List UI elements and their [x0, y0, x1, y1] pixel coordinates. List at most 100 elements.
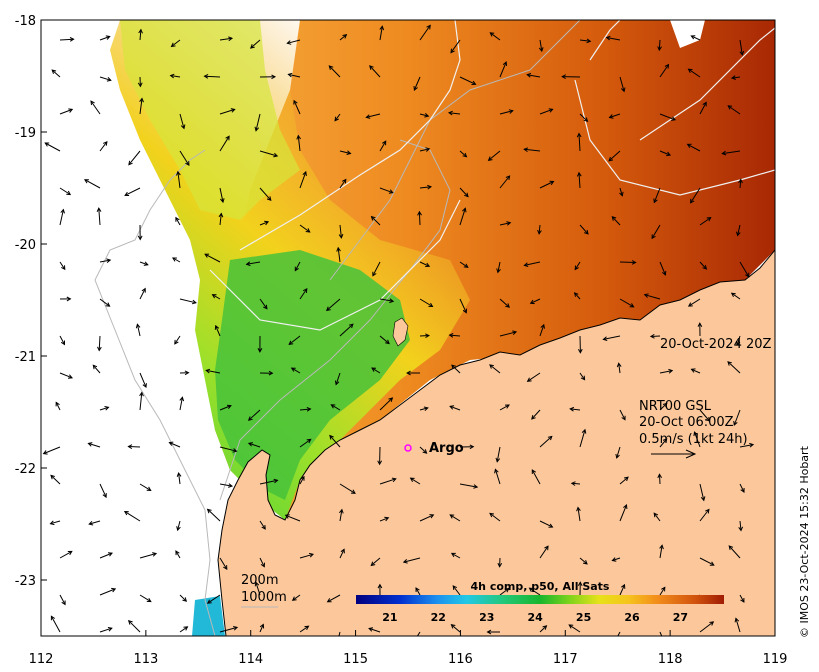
current-vector	[379, 140, 387, 152]
current-vector	[288, 73, 301, 78]
current-vector	[579, 557, 588, 565]
current-vector-head	[330, 404, 336, 409]
current-vector	[539, 39, 543, 52]
current-vector-head	[368, 627, 374, 632]
current-vector	[246, 261, 261, 265]
current-vector-head	[687, 302, 693, 307]
current-vector	[59, 335, 65, 345]
current-vector-head	[653, 198, 658, 204]
current-vector-head	[668, 368, 674, 374]
current-vector	[299, 553, 314, 559]
current-vector	[98, 208, 101, 226]
current-vector	[51, 69, 61, 78]
current-vector-head	[260, 562, 265, 568]
current-vector-head	[506, 221, 512, 226]
current-vector	[494, 469, 501, 485]
current-vector-head	[225, 135, 230, 141]
current-vector-head	[185, 161, 190, 166]
current-vector-head	[377, 460, 383, 466]
current-vector	[335, 372, 341, 385]
y-tick-label: -22	[15, 462, 36, 477]
current-vector	[619, 298, 634, 308]
current-vector-head	[87, 442, 93, 447]
current-vector-head	[61, 265, 66, 271]
current-vector-head	[377, 583, 383, 589]
current-vector-head	[730, 292, 736, 298]
current-vector	[416, 631, 421, 636]
current-vector-head	[168, 441, 174, 446]
current-vector-head	[266, 196, 272, 201]
x-tick-label: 119	[763, 652, 788, 667]
current-vector	[207, 508, 221, 522]
current-vector	[248, 442, 261, 448]
current-vector	[59, 550, 73, 559]
current-vector-head	[462, 207, 467, 213]
current-vector	[369, 65, 381, 78]
current-vector	[451, 552, 461, 559]
current-vector	[539, 520, 553, 528]
current-vector	[539, 324, 545, 337]
current-vector-head	[427, 184, 433, 190]
current-vector	[488, 150, 501, 161]
current-vector	[88, 442, 101, 448]
current-vector-head	[288, 340, 294, 346]
current-vector-head	[232, 448, 238, 453]
current-vector-head	[146, 597, 152, 603]
x-axis: 112 113 114 115 116 117 118 119	[29, 630, 788, 667]
current-vector-head	[92, 364, 98, 370]
current-vector	[609, 113, 621, 118]
current-product-line2: 20-Oct 06:00Z	[639, 415, 734, 430]
current-vector	[619, 504, 627, 522]
current-vector-head	[687, 68, 693, 74]
current-vector-head	[388, 397, 394, 403]
current-vector-head	[372, 271, 377, 277]
current-vector-head	[727, 361, 732, 366]
current-vector-head	[44, 142, 50, 147]
current-vector-head	[308, 552, 314, 558]
current-vector	[699, 102, 707, 115]
current-vector	[366, 113, 381, 118]
current-vector-head	[104, 406, 110, 411]
current-vector-head	[473, 484, 479, 489]
current-vector	[419, 261, 430, 267]
current-vector	[644, 294, 661, 300]
current-vector	[539, 625, 547, 633]
sst-yellow-band	[120, 20, 300, 220]
current-vector	[650, 335, 661, 337]
current-vector	[299, 408, 311, 411]
current-vector	[659, 64, 669, 78]
current-vector-head	[264, 220, 270, 226]
current-vector-head	[106, 77, 112, 82]
current-vector-head	[702, 101, 707, 107]
current-vector	[334, 113, 341, 121]
current-vector-head	[174, 339, 179, 345]
current-vector-head	[529, 299, 535, 305]
current-vector-head	[50, 474, 55, 480]
current-vector	[99, 141, 108, 152]
current-vector-head	[370, 561, 376, 567]
current-vector	[136, 324, 141, 337]
current-vector-head	[182, 597, 188, 602]
current-vector-head	[471, 80, 477, 85]
current-vector	[499, 110, 513, 115]
current-vector	[92, 364, 101, 374]
current-vector-head	[424, 113, 430, 118]
current-vector-head	[577, 348, 583, 354]
current-vector	[299, 171, 307, 189]
current-vector	[219, 446, 237, 452]
current-vector	[616, 446, 621, 459]
current-vector	[297, 135, 301, 152]
current-vector	[499, 61, 507, 78]
current-vector	[179, 150, 190, 166]
current-vector	[174, 335, 181, 345]
current-vector-head	[502, 61, 508, 67]
current-vector-head	[102, 493, 107, 499]
current-vector-head	[451, 364, 456, 370]
current-vector-head	[738, 526, 744, 532]
current-vector	[339, 549, 345, 559]
colorbar-tick-label: 24	[528, 611, 544, 624]
current-vector-head	[583, 117, 589, 123]
current-vector	[326, 298, 341, 311]
current-vector-head	[540, 323, 545, 329]
current-vector	[337, 247, 341, 263]
